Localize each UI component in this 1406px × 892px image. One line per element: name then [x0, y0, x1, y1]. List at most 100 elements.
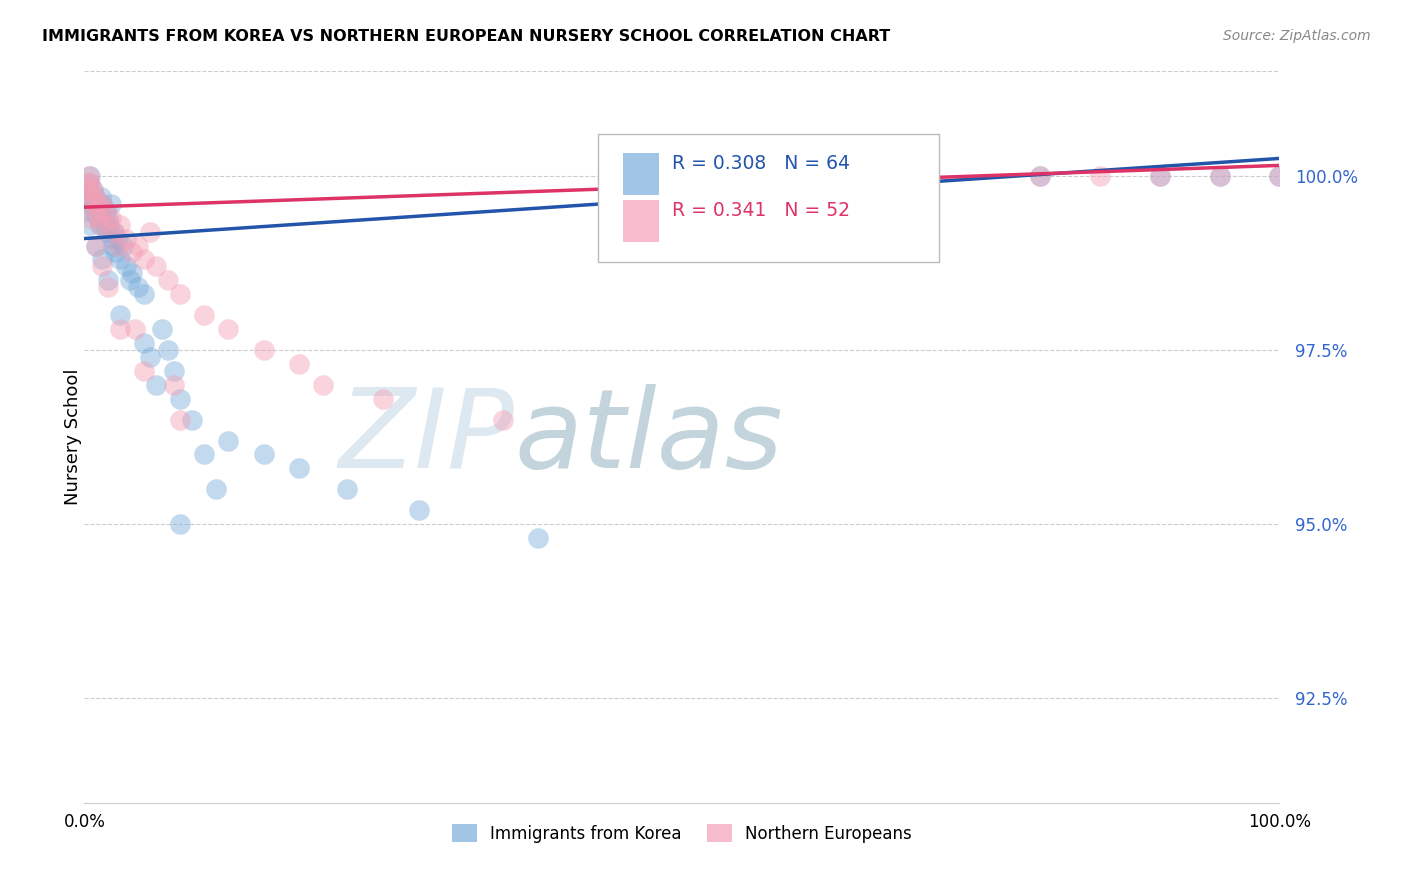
Y-axis label: Nursery School: Nursery School: [65, 368, 82, 506]
Point: [288, 357, 311, 371]
Point: [90, 190, 112, 204]
Point: [157, 343, 180, 357]
Point: [118, 273, 141, 287]
Point: [100, 211, 122, 225]
Point: [77, 183, 100, 197]
Point: [124, 322, 146, 336]
Point: [132, 336, 156, 351]
Point: [97, 211, 120, 225]
Point: [86, 196, 108, 211]
Point: [103, 225, 125, 239]
Point: [312, 377, 335, 392]
Point: [79, 218, 101, 232]
Point: [731, 169, 754, 183]
Point: [82, 183, 104, 197]
Point: [77, 203, 100, 218]
Point: [82, 183, 104, 197]
Point: [217, 434, 239, 448]
Point: [181, 412, 204, 426]
Point: [76, 183, 98, 197]
Point: [97, 280, 120, 294]
Point: [101, 231, 124, 245]
Point: [94, 203, 117, 218]
Point: [111, 238, 134, 252]
Point: [163, 377, 186, 392]
Point: [851, 169, 873, 183]
Point: [336, 483, 359, 497]
Point: [1209, 169, 1232, 183]
Point: [93, 218, 115, 232]
Point: [89, 218, 111, 232]
Text: ZIP: ZIP: [339, 384, 515, 491]
Point: [100, 196, 122, 211]
Point: [121, 245, 143, 260]
Point: [132, 364, 156, 378]
Point: [1090, 169, 1112, 183]
Point: [1268, 169, 1291, 183]
Point: [115, 231, 138, 245]
Point: [169, 517, 191, 532]
Point: [408, 503, 430, 517]
Point: [790, 169, 813, 183]
Text: Source: ZipAtlas.com: Source: ZipAtlas.com: [1223, 29, 1371, 43]
Point: [91, 196, 114, 211]
Point: [87, 203, 110, 218]
FancyBboxPatch shape: [623, 153, 659, 195]
Point: [94, 203, 117, 218]
Point: [1149, 169, 1171, 183]
Point: [193, 308, 215, 322]
Point: [110, 252, 132, 267]
Point: [127, 280, 149, 294]
Point: [77, 190, 100, 204]
Point: [132, 252, 156, 267]
Point: [77, 169, 100, 183]
Point: [98, 218, 121, 232]
Point: [80, 196, 103, 211]
Point: [193, 448, 215, 462]
Point: [91, 196, 114, 211]
Point: [253, 343, 276, 357]
Point: [97, 273, 120, 287]
Point: [79, 211, 101, 225]
Point: [145, 377, 167, 392]
Point: [373, 392, 395, 406]
Point: [84, 190, 107, 204]
Point: [86, 203, 108, 218]
Point: [910, 169, 932, 183]
Point: [145, 260, 167, 274]
FancyBboxPatch shape: [599, 134, 939, 261]
Point: [169, 412, 191, 426]
Point: [157, 273, 180, 287]
FancyBboxPatch shape: [623, 200, 659, 242]
Point: [731, 169, 754, 183]
Point: [104, 245, 127, 260]
Legend: Immigrants from Korea, Northern Europeans: Immigrants from Korea, Northern European…: [446, 818, 918, 849]
Point: [93, 211, 115, 225]
Point: [79, 169, 101, 183]
Point: [790, 169, 813, 183]
Point: [1209, 169, 1232, 183]
Point: [288, 461, 311, 475]
Point: [96, 225, 118, 239]
Point: [84, 190, 107, 204]
Point: [121, 266, 143, 280]
Point: [79, 176, 101, 190]
Point: [107, 238, 129, 252]
Point: [139, 350, 162, 364]
Point: [527, 531, 550, 545]
Point: [150, 322, 173, 336]
Point: [110, 218, 132, 232]
Point: [1268, 169, 1291, 183]
Point: [169, 392, 191, 406]
Point: [86, 238, 108, 252]
Point: [492, 412, 515, 426]
Point: [91, 252, 114, 267]
Point: [83, 196, 105, 211]
Point: [80, 190, 103, 204]
Point: [76, 176, 98, 190]
Point: [86, 238, 108, 252]
Point: [97, 218, 120, 232]
Point: [103, 225, 125, 239]
Text: R = 0.308   N = 64: R = 0.308 N = 64: [672, 154, 851, 173]
Point: [1029, 169, 1052, 183]
